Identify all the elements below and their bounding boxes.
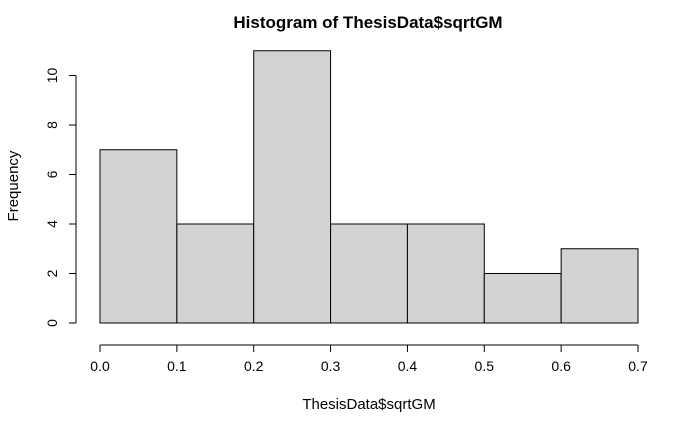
histogram-bar-4 bbox=[406, 223, 485, 324]
y-tick-label-0: 0 bbox=[44, 319, 60, 327]
chart-title: Histogram of ThesisData$sqrtGM bbox=[233, 13, 502, 32]
y-tick-label-4: 8 bbox=[44, 121, 60, 129]
histogram-bar-6 bbox=[560, 248, 639, 324]
histogram-bar-2 bbox=[253, 50, 332, 324]
x-tick-label-0: 0.0 bbox=[90, 358, 110, 374]
histogram-bar-3 bbox=[330, 223, 408, 324]
bars-group bbox=[99, 50, 639, 324]
x-tick-label-5: 0.5 bbox=[475, 358, 495, 374]
x-axis-label: ThesisData$sqrtGM bbox=[302, 396, 435, 413]
histogram-bar-1 bbox=[176, 223, 255, 324]
x-tick-label-3: 0.3 bbox=[321, 358, 341, 374]
y-axis: 0 2 4 6 8 10 bbox=[44, 68, 77, 327]
y-tick-label-5: 10 bbox=[44, 68, 60, 84]
x-tick-label-1: 0.1 bbox=[167, 358, 187, 374]
x-tick-label-6: 0.6 bbox=[551, 358, 571, 374]
x-tick-label-2: 0.2 bbox=[244, 358, 264, 374]
histogram-bar-0 bbox=[99, 149, 178, 324]
histogram-bar-5 bbox=[483, 273, 562, 324]
y-tick-label-2: 4 bbox=[44, 220, 60, 228]
y-tick-label-3: 6 bbox=[44, 170, 60, 178]
y-tick-label-1: 2 bbox=[44, 269, 60, 277]
x-tick-label-4: 0.4 bbox=[398, 358, 418, 374]
y-axis-label: Frequency bbox=[5, 150, 22, 221]
x-axis: 0.0 0.1 0.2 0.3 0.4 0.5 0.6 0.7 bbox=[90, 344, 648, 374]
x-tick-label-7: 0.7 bbox=[628, 358, 648, 374]
